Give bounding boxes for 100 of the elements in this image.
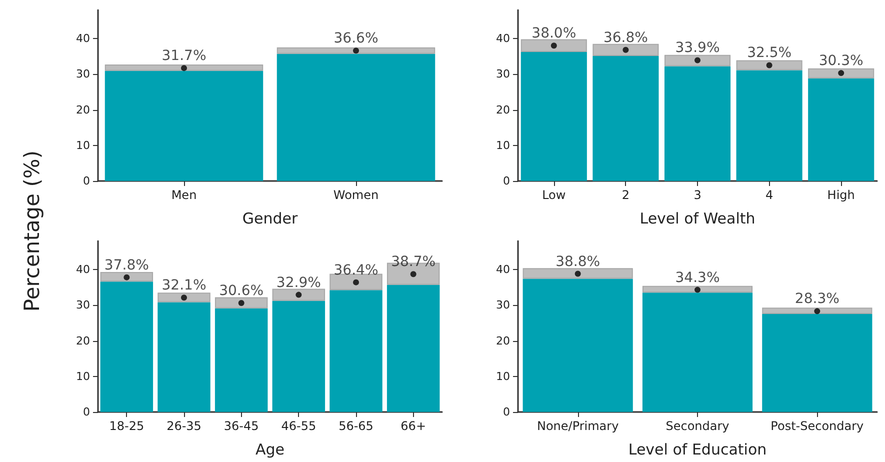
bar [104,70,264,181]
bar [762,308,872,314]
x-tick-label: None/Primary [536,419,619,433]
data-label: 28.3% [794,291,840,308]
data-label: 36.8% [603,30,648,46]
point [766,62,772,68]
bar [272,288,326,301]
bar [214,308,268,412]
data-label: 33.9% [675,40,720,56]
bar [808,68,874,78]
bar [100,272,154,282]
bar [520,52,587,181]
point [838,70,844,76]
point [296,292,302,298]
bar [664,54,731,66]
point [814,308,820,314]
point [181,294,187,301]
bar [100,282,154,412]
point [694,57,700,64]
point [238,300,244,306]
y-tick-label: 20 [76,103,90,116]
data-label: 30.6% [219,282,264,299]
x-tick-label: 4 [765,188,774,202]
y-tick-label: 40 [76,32,90,45]
bar [762,314,872,412]
y-tick-label: 0 [83,406,90,418]
y-tick-label: 30 [496,68,510,81]
y-tick-label: 20 [496,334,510,348]
bar [736,60,802,70]
point [622,46,629,53]
data-label: 38.8% [556,254,600,270]
data-label: 30.3% [818,53,864,70]
bar [158,292,210,302]
bar [276,47,436,54]
point [574,270,581,277]
data-label: 32.9% [276,274,321,291]
bar [642,292,753,412]
x-tick-label: 3 [694,188,702,202]
y-tick-label: 40 [496,263,510,276]
x-axis-title: Age [255,440,285,458]
y-tick-label: 10 [496,138,510,152]
data-label: 36.4% [334,262,378,278]
data-label: 32.5% [747,45,792,62]
x-tick-label: Women [333,188,379,202]
bar [808,78,874,181]
x-tick-label: 46-55 [281,419,316,433]
data-label: 34.3% [675,270,720,286]
y-tick-label: 30 [496,298,510,312]
x-tick-label: Secondary [666,419,730,433]
y-tick-label: 30 [76,68,90,81]
y-axis-title: Percentage (%) [20,150,44,312]
data-label: 37.8% [104,257,149,274]
x-tick-label: Men [171,188,197,202]
y-tick-label: 0 [503,174,510,188]
bar [158,302,210,412]
y-tick-label: 20 [76,334,90,348]
bar [272,300,326,412]
y-tick-label: 40 [76,263,90,276]
x-tick-label: High [827,188,855,202]
data-label: 38.7% [391,254,436,270]
bar [104,64,264,71]
x-tick-label: 36-45 [224,419,259,433]
bar [664,66,731,181]
point [550,42,557,49]
x-tick-label: 26-35 [166,419,202,433]
y-tick-label: 0 [503,406,510,418]
bar [520,39,587,52]
point [353,279,359,286]
y-tick-label: 10 [76,370,90,383]
bar [386,284,440,412]
x-tick-label: Post-Secondary [770,419,864,433]
bar [330,290,382,412]
point [410,271,416,278]
x-tick-label: 18-25 [109,419,144,433]
y-tick-label: 20 [496,103,510,116]
x-tick-label: 66+ [400,419,426,433]
y-tick-label: 10 [76,138,90,152]
bar [642,286,753,293]
bar [330,274,382,290]
x-tick-label: Low [542,188,566,202]
y-tick-label: 40 [496,32,510,45]
bar [736,70,802,181]
data-label: 36.6% [334,30,378,47]
data-label: 32.1% [162,278,206,294]
data-label: 38.0% [532,26,576,42]
x-tick-label: 2 [622,188,630,202]
y-tick-label: 0 [83,174,90,188]
data-label: 31.7% [162,48,206,64]
x-axis-title: Gender [242,210,298,228]
y-tick-label: 10 [496,370,510,383]
bar [592,44,659,56]
y-tick-label: 30 [76,298,90,312]
x-axis-title: Level of Education [628,440,767,458]
bar [276,54,436,181]
bar [592,56,659,181]
bar [522,278,633,412]
point [694,286,700,293]
x-axis-title: Level of Wealth [640,210,756,228]
bar [214,297,268,308]
bar [522,268,633,279]
